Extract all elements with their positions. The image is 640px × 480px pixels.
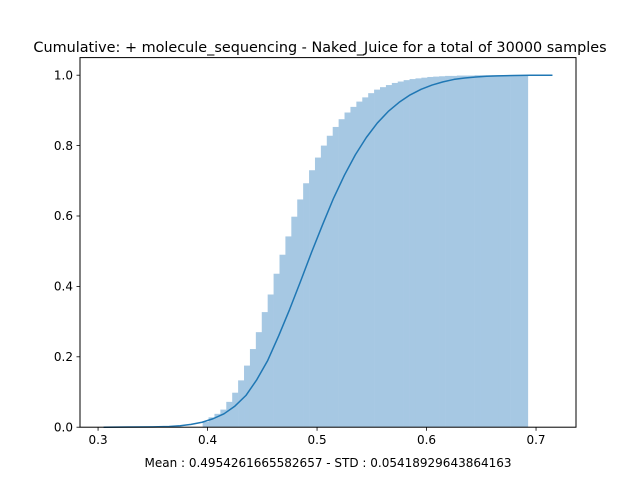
y-axis-ticks: 0.0 0.2 0.4 0.6 0.8 1.0 <box>54 68 80 434</box>
histogram-bar <box>338 119 345 428</box>
histogram-bar <box>202 421 209 428</box>
histogram-bar <box>486 75 493 428</box>
histogram-bar <box>403 80 410 428</box>
histogram-bar <box>261 312 268 428</box>
histogram-bar <box>468 75 475 428</box>
x-tick-label: 0.6 <box>417 433 436 447</box>
histogram-bar <box>344 112 351 428</box>
histogram-bar <box>427 76 434 428</box>
histogram-bar <box>314 157 322 428</box>
histogram-bar <box>456 75 464 428</box>
histogram-bar <box>362 97 369 428</box>
histogram-bar <box>267 294 274 428</box>
histogram-bar <box>439 76 446 428</box>
histogram-bar <box>409 79 416 428</box>
histogram-bar <box>238 380 245 428</box>
histogram-bar <box>462 75 469 428</box>
y-tick-label: 0.8 <box>54 139 73 153</box>
histogram-bar <box>391 82 399 428</box>
histogram-bar <box>332 126 339 428</box>
histogram-bar <box>380 87 387 428</box>
histogram-bars <box>202 75 529 428</box>
histogram-bar <box>285 236 292 428</box>
histogram-bar <box>521 75 529 428</box>
y-tick-label: 0.2 <box>54 350 73 364</box>
histogram-bar <box>421 77 428 428</box>
histogram-bar <box>297 199 304 428</box>
cdf-line-layer <box>103 74 553 428</box>
x-tick-label: 0.5 <box>308 433 327 447</box>
y-tick-label: 0.4 <box>54 280 73 294</box>
histogram-bar <box>320 145 328 428</box>
histogram-bar <box>309 170 316 428</box>
histogram-bar <box>474 75 481 428</box>
histogram-bar <box>244 365 251 428</box>
x-axis-ticks: 0.3 0.4 0.5 0.6 0.7 <box>89 427 546 447</box>
histogram-bar <box>492 75 499 428</box>
y-tick-label: 1.0 <box>54 68 73 82</box>
histogram-bar <box>433 76 440 428</box>
histogram-bar <box>214 413 221 428</box>
histogram-bar <box>374 89 381 428</box>
plot-frame <box>79 57 577 428</box>
histogram-bar <box>356 101 363 428</box>
histogram-bar <box>415 78 422 428</box>
x-axis-label: Mean : 0.4954261665582657 - STD : 0.0541… <box>144 456 511 470</box>
x-tick-label: 0.3 <box>89 433 108 447</box>
x-tick-label: 0.7 <box>526 433 545 447</box>
histogram-bar <box>220 409 227 428</box>
cdf-line <box>103 74 553 428</box>
histogram-bar <box>504 75 511 428</box>
histogram-bar <box>208 417 215 428</box>
chart-title: Cumulative: + molecule_sequencing - Nake… <box>33 40 606 56</box>
histogram-bar <box>226 401 233 428</box>
histogram-bar <box>498 75 505 428</box>
histogram-bar <box>291 216 298 428</box>
histogram-bar <box>480 75 487 428</box>
y-tick-label: 0.0 <box>54 420 73 434</box>
histogram-bar <box>326 135 334 428</box>
histogram-bar <box>350 106 357 428</box>
y-tick-label: 0.6 <box>54 209 73 223</box>
histogram-bar <box>255 332 263 428</box>
histogram-bar <box>279 254 286 428</box>
histogram-bar <box>397 81 404 428</box>
histogram-bar <box>450 75 458 428</box>
histogram-bar <box>368 93 375 428</box>
histogram-bar <box>249 349 257 428</box>
histogram-bar <box>510 75 517 428</box>
histogram-bar <box>303 183 310 428</box>
x-tick-label: 0.4 <box>198 433 217 447</box>
histogram-bar <box>273 273 280 428</box>
histogram-bar <box>515 75 523 428</box>
histogram-bar <box>445 75 452 428</box>
histogram-bar <box>232 392 239 428</box>
histogram-bar <box>385 85 393 428</box>
